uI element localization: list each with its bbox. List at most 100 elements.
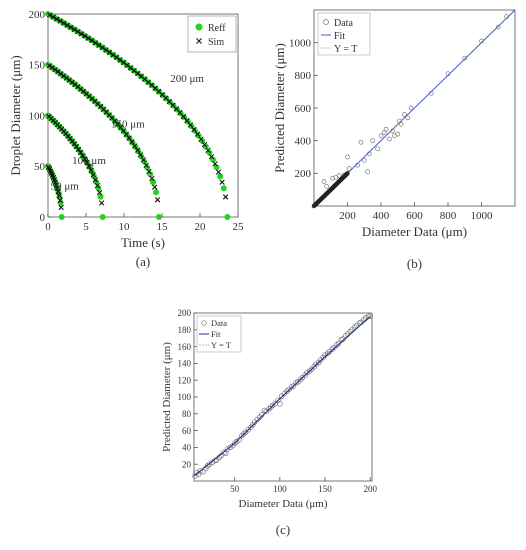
data-point bbox=[365, 169, 370, 175]
data-point bbox=[231, 440, 238, 446]
x-axis-label: Diameter Data (μm) bbox=[239, 498, 328, 510]
reff-point bbox=[58, 214, 65, 220]
data-point bbox=[398, 121, 404, 127]
sim-point bbox=[71, 26, 78, 33]
data-point bbox=[266, 406, 272, 412]
sim-point bbox=[137, 152, 144, 158]
legend-box bbox=[187, 15, 237, 53]
sim-point bbox=[126, 135, 132, 141]
data-point bbox=[227, 444, 233, 451]
data-point bbox=[313, 361, 319, 367]
data-point bbox=[321, 179, 327, 184]
sim-point bbox=[57, 18, 63, 24]
sim-point bbox=[75, 146, 82, 153]
y-tick-label: 100 bbox=[29, 110, 46, 122]
sim-point bbox=[194, 131, 201, 137]
sim-point bbox=[64, 22, 71, 28]
legend-reff-label: Reff bbox=[208, 23, 226, 34]
sim-point bbox=[54, 16, 60, 22]
data-point bbox=[224, 446, 231, 452]
y-tick-label: 400 bbox=[295, 136, 312, 148]
panel-label: (a) bbox=[136, 254, 150, 269]
data-point bbox=[366, 151, 372, 157]
y-tick-label: 80 bbox=[182, 409, 192, 419]
x-tick-label: 100 bbox=[273, 484, 287, 494]
sim-point bbox=[132, 143, 138, 149]
chart-b: 200 400 600 800 1000 200 400 600 800 1000 Diameter… bbox=[272, 9, 516, 271]
sim-point bbox=[219, 179, 225, 185]
sim-point bbox=[106, 49, 113, 56]
x-tick-label: 5 bbox=[83, 221, 89, 233]
curve-annotation: 100 μm bbox=[72, 155, 106, 167]
data-point bbox=[324, 184, 329, 189]
sim-point bbox=[127, 65, 134, 71]
reff-point bbox=[206, 149, 213, 156]
sim-point bbox=[134, 147, 141, 153]
sim-point bbox=[208, 154, 215, 160]
sim-point bbox=[53, 182, 59, 188]
legend-yt-label: Y = T bbox=[211, 340, 232, 350]
curve-annotation: 200 μm bbox=[170, 73, 204, 85]
x-tick-label: 25 bbox=[233, 221, 245, 233]
data-point bbox=[344, 172, 349, 177]
fit-line bbox=[193, 315, 371, 477]
panel-label: (b) bbox=[407, 256, 422, 271]
data-point bbox=[239, 432, 245, 439]
sim-point bbox=[184, 117, 190, 124]
data-point bbox=[306, 368, 313, 374]
data-point bbox=[335, 340, 342, 346]
x-tick-label: 600 bbox=[406, 210, 423, 222]
legend-fit-label: Fit bbox=[211, 329, 221, 339]
x-axis-label: Time (s) bbox=[121, 235, 165, 250]
sim-point bbox=[222, 194, 229, 200]
sim-point bbox=[47, 12, 53, 18]
sim-point bbox=[92, 177, 99, 183]
x-axis-label: Diameter Data (μm) bbox=[362, 224, 467, 239]
data-point bbox=[355, 162, 360, 168]
data-point bbox=[445, 71, 451, 77]
sim-point bbox=[56, 192, 62, 199]
x-tick-label: 400 bbox=[373, 210, 390, 222]
data-point bbox=[330, 175, 335, 181]
data-point bbox=[192, 473, 198, 479]
data-point bbox=[240, 431, 247, 437]
sim-point bbox=[154, 197, 161, 203]
x-tick-label: 15 bbox=[157, 221, 169, 233]
x-tick-label: 800 bbox=[440, 210, 457, 222]
sim-point bbox=[82, 33, 88, 39]
sim-point bbox=[94, 182, 101, 189]
sim-point bbox=[143, 162, 149, 168]
x-tick-label: 0 bbox=[45, 221, 51, 233]
data-point bbox=[390, 128, 396, 134]
data-point bbox=[387, 136, 392, 142]
sim-point bbox=[120, 59, 127, 66]
y-tick-label: 0 bbox=[40, 212, 46, 224]
data-point bbox=[367, 313, 373, 320]
y-tick-label: 200 bbox=[178, 308, 192, 318]
y-axis-label: Predicted Diameter (μm) bbox=[161, 342, 173, 452]
sim-point bbox=[212, 161, 218, 167]
data-point bbox=[193, 469, 200, 476]
data-point bbox=[395, 131, 401, 137]
sim-point bbox=[187, 122, 194, 128]
sim-point bbox=[52, 67, 58, 73]
y-axis-label: Predicted Diameter (μm) bbox=[272, 43, 287, 173]
legend-sim-label: Sim bbox=[208, 37, 224, 48]
data-point bbox=[408, 105, 414, 111]
sim-point bbox=[92, 40, 99, 46]
y-tick-label: 160 bbox=[178, 342, 192, 352]
y-tick-label: 800 bbox=[295, 70, 312, 82]
chart-c: 50 100 150 200 20 40 60 80 100 120 140 160 180 200 Dia… bbox=[161, 308, 377, 537]
legend-data-label: Data bbox=[211, 318, 227, 328]
sim-point bbox=[124, 62, 130, 68]
sim-point bbox=[98, 200, 105, 206]
sim-point bbox=[86, 163, 92, 169]
reff-point bbox=[155, 214, 162, 220]
legend-fit-label: Fit bbox=[334, 31, 345, 42]
x-tick-label: 10 bbox=[119, 221, 131, 233]
sim-point bbox=[96, 42, 102, 48]
x-tick-label: 20 bbox=[195, 221, 207, 233]
x-tick-label: 200 bbox=[363, 484, 377, 494]
x-tick-label: 150 bbox=[318, 484, 332, 494]
y-tick-label: 40 bbox=[182, 443, 192, 453]
